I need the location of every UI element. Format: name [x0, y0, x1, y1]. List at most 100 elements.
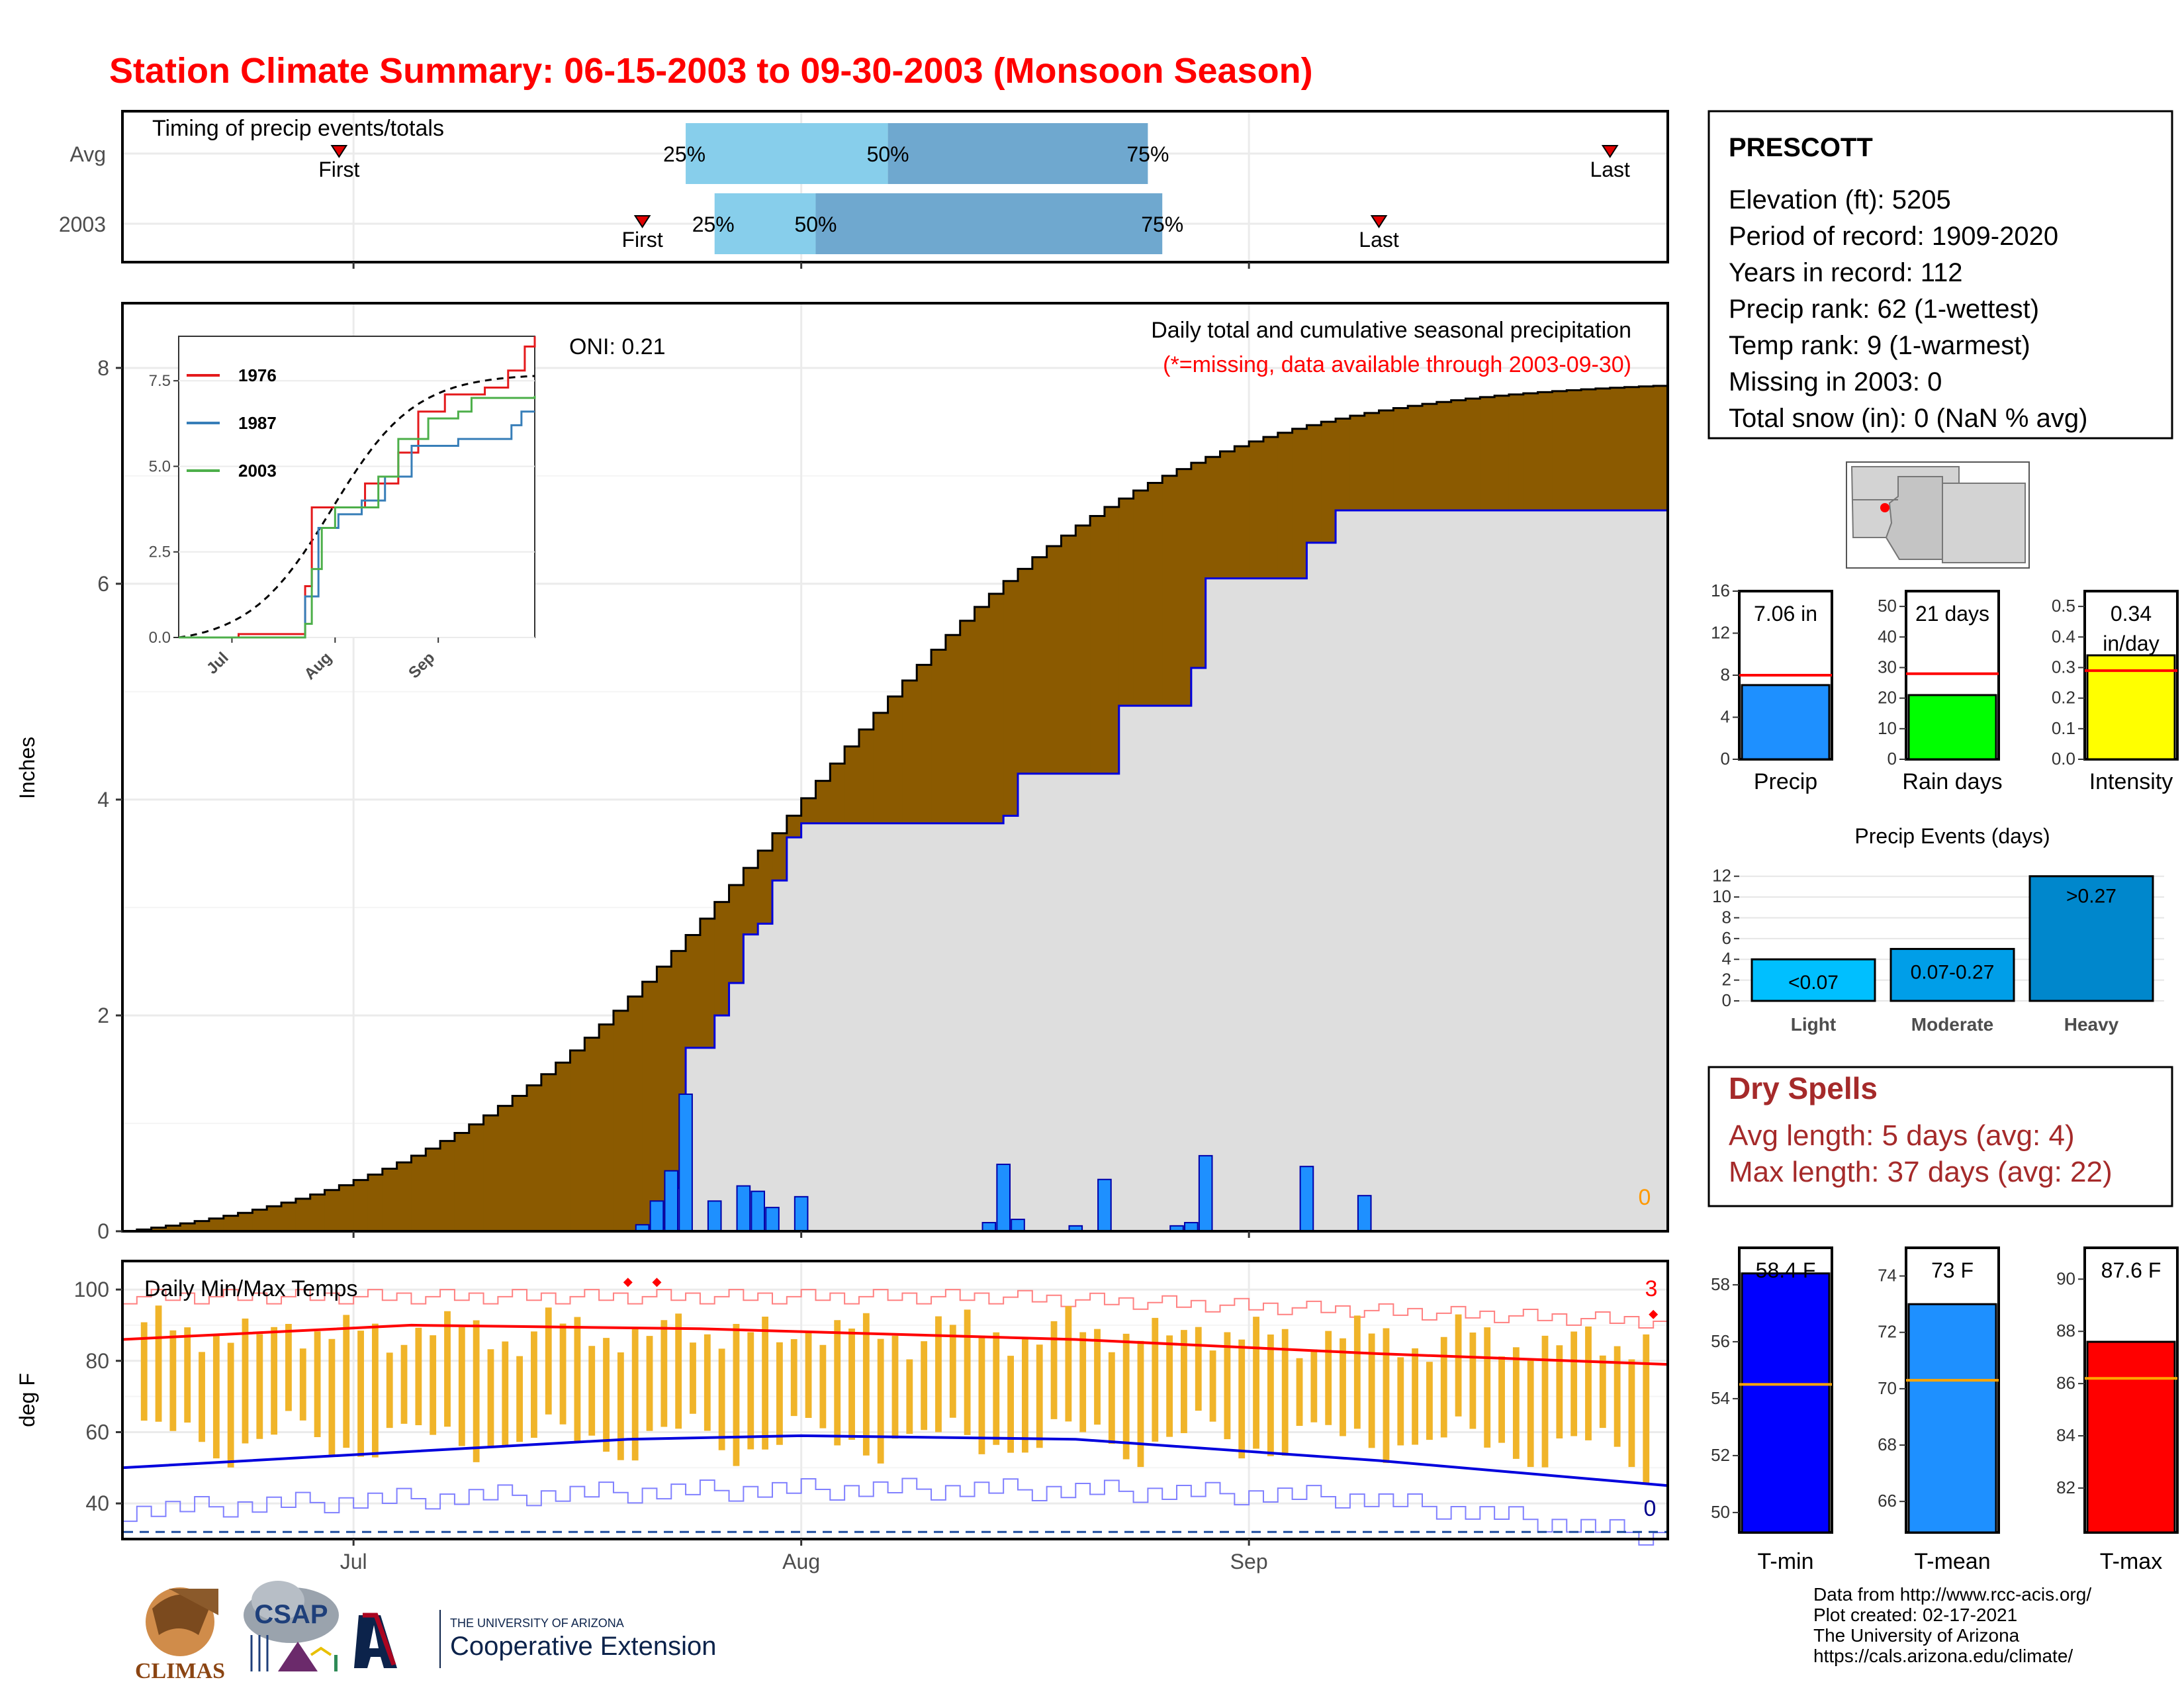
precip-ytick-label: 0 [97, 1219, 109, 1243]
timing-q25-q50-bar [714, 193, 816, 254]
csap-logo-text: CSAP [254, 1600, 328, 1629]
deficit-fill [1277, 432, 1293, 579]
dry-spells-title: Dry Spells [1729, 1071, 1878, 1105]
summary-ytick-label: 0.0 [2052, 749, 2075, 769]
timing-q75-label: 75% [1126, 142, 1169, 166]
daily-precip-bar [678, 1093, 693, 1232]
deficit-fill [555, 1062, 570, 1231]
deficit-fill [1003, 581, 1019, 816]
daily-precip-bar [794, 1196, 809, 1232]
deficit-fill [1465, 399, 1480, 511]
timing-q25-label: 25% [692, 212, 735, 236]
inset-series-2003 [179, 395, 536, 639]
deficit-fill [801, 798, 816, 823]
deficit-fill [1436, 402, 1452, 511]
dry-spells-avg-length: Avg length: 5 days (avg: 4) [1729, 1119, 2075, 1152]
temp-bar-ytick-label: 58 [1711, 1274, 1730, 1294]
dry-spells-border [1707, 1066, 2173, 1207]
timing-last-label: Last [1590, 158, 1630, 181]
precip-y-axis-label: Inches [15, 737, 39, 799]
temp-xtick-label: Sep [1230, 1550, 1268, 1573]
summary-ytick-label: 40 [1878, 626, 1897, 646]
deficit-fill [324, 1190, 340, 1231]
deficit-fill [1046, 546, 1062, 774]
deficit-fill [1205, 457, 1221, 579]
summary-bar-Rain days [1907, 694, 1997, 761]
deficit-fill [1061, 536, 1076, 774]
summary-ytick-label: 12 [1711, 623, 1730, 643]
deficit-fill [512, 1096, 527, 1231]
deficit-fill [1090, 516, 1105, 774]
deficit-fill [873, 712, 889, 823]
temp-bar-ytick-label: 70 [1878, 1378, 1897, 1398]
summary-ytick-label: 50 [1878, 596, 1897, 616]
cumulative-observed-fill [122, 510, 1668, 1231]
deficit-fill [1364, 412, 1380, 511]
climas-logo-text: CLIMAS [135, 1659, 225, 1683]
temp-xtick-label: Jul [340, 1550, 367, 1573]
deficit-fill [1177, 469, 1192, 706]
events-ytick-label: 6 [1722, 928, 1731, 948]
deficit-fill [1292, 428, 1307, 579]
timing-first-marker [330, 145, 348, 158]
deficit-fill [1494, 395, 1510, 511]
timing-q50-q75-bar [887, 123, 1148, 184]
precip-ytick-label: 2 [97, 1004, 109, 1027]
deficit-fill [1523, 393, 1539, 511]
timing-panel-title: Timing of precip events/totals [152, 116, 444, 141]
deficit-fill [1581, 389, 1596, 511]
timing-q75-label: 75% [1141, 212, 1183, 236]
dry-spells-box: Dry Spells Avg length: 5 days (avg: 4) M… [1707, 1066, 2173, 1207]
record-low-line [122, 1477, 1668, 1546]
deficit-fill [887, 696, 903, 823]
deficit-fill [945, 635, 961, 823]
temp-bar-name: T-max [2100, 1549, 2162, 1574]
summary-value-label: 0.34 [2111, 602, 2152, 626]
timing-row-label-avg: Avg [69, 142, 106, 166]
temp-bar-ytick-label: 66 [1878, 1491, 1897, 1511]
events-ytick-label: 10 [1712, 886, 1731, 906]
timing-q50-label: 50% [794, 212, 837, 236]
deficit-fill [498, 1105, 513, 1231]
precip-ytick-label: 4 [97, 788, 109, 812]
summary-ytick-label: 0.2 [2052, 688, 2075, 708]
deficit-fill [902, 680, 917, 823]
record-high-marker [652, 1278, 662, 1288]
summary-ytick-label: 0.3 [2052, 657, 2075, 677]
event-bar-Heavy [2028, 875, 2154, 1002]
precip-panel: 0 2 4 6 8 Inches ONI: 0.21 Daily total and c… [15, 262, 1669, 1243]
inset-ytick-label: 0.0 [149, 629, 171, 647]
deficit-fill [1306, 425, 1322, 543]
deficit-fill [815, 780, 831, 823]
station-name: PRESCOTT [1729, 133, 1873, 162]
events-ytick-label: 8 [1722, 907, 1731, 927]
temp-bar-ytick-label: 72 [1878, 1322, 1897, 1342]
precip-missing-note: (*=missing, data available through 2003-… [1163, 352, 1631, 377]
temp-value-label: 73 F [1931, 1258, 1974, 1282]
deficit-fill [1610, 387, 1625, 511]
deficit-fill [1032, 557, 1048, 774]
deficit-fill [1263, 437, 1279, 579]
daily-precip-bar [1299, 1166, 1314, 1232]
summary-ytick-label: 0.1 [2052, 718, 2075, 738]
university-of-arizona-logo: THE UNIVERSITY OF ARIZONA Cooperative Ex… [354, 1610, 716, 1668]
inset-border [178, 336, 535, 638]
timing-q25-q50-bar [686, 123, 888, 184]
deficit-fill [267, 1206, 282, 1231]
deficit-fill [1075, 525, 1091, 774]
event-bar-label: 0.07-0.27 [1911, 962, 1995, 984]
summary-ytick-label: 0 [1721, 749, 1730, 769]
event-bar-label: >0.27 [2066, 886, 2116, 908]
station-box-border [1707, 110, 2173, 440]
temp-bar-name: T-min [1758, 1549, 1814, 1574]
deficit-fill [295, 1198, 311, 1231]
temp-value-label: 87.6 F [2101, 1258, 2161, 1282]
record-high-marker [1649, 1309, 1659, 1319]
deficit-fill [570, 1050, 585, 1231]
deficit-fill [165, 1225, 181, 1231]
deficit-fill [339, 1185, 354, 1231]
deficit-fill [1220, 451, 1235, 579]
deficit-fill [700, 918, 715, 1048]
timing-first-marker [633, 215, 651, 228]
